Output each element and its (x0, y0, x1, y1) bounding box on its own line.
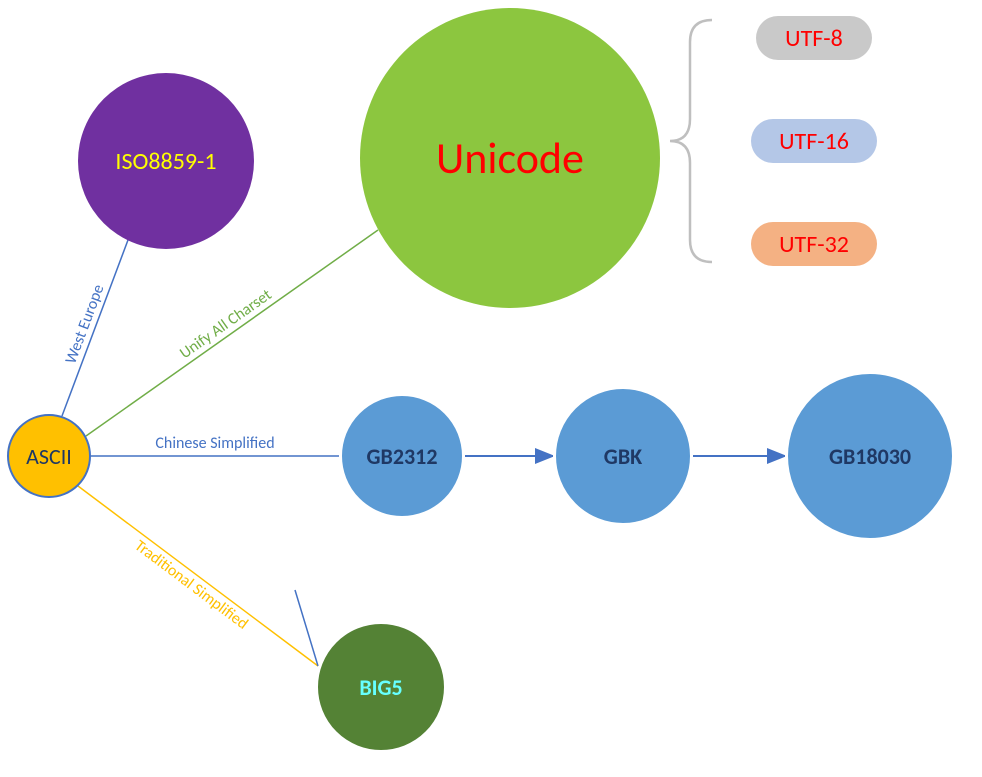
node-gbk: GBK (553, 386, 693, 526)
diagram-canvas: West Europe Unify All Charset Chinese Si… (0, 0, 982, 777)
pill-utf-8: UTF-8 (756, 16, 872, 60)
node-label: GBK (604, 443, 642, 470)
edge-label-traditional-simplified: Traditional Simplified (131, 536, 252, 633)
node-label: ISO8859-1 (115, 147, 216, 176)
node-gb18030: GB18030 (785, 371, 955, 541)
node-label: Unicode (436, 131, 584, 185)
edge-label-west-europe: West Europe (62, 282, 109, 366)
node-iso8859-1: ISO8859-1 (78, 73, 254, 249)
node-label: GB18030 (829, 443, 911, 470)
node-label: ASCII (26, 443, 72, 470)
node-label: GB2312 (367, 443, 438, 470)
edge-ascii-big5 (78, 486, 318, 666)
node-big5: BIG5 (315, 621, 447, 753)
pill-label: UTF-16 (779, 127, 849, 156)
node-ascii: ASCII (7, 414, 91, 498)
pill-utf-16: UTF-16 (751, 119, 877, 163)
edge-big5-stub (295, 590, 318, 666)
node-unicode: Unicode (360, 8, 660, 308)
edge-ascii-unicode (86, 230, 378, 436)
node-gb2312: GB2312 (339, 393, 465, 519)
edge-label-chinese-simplified: Chinese Simplified (155, 434, 274, 453)
pill-label: UTF-8 (785, 24, 843, 53)
pill-utf-32: UTF-32 (751, 222, 877, 266)
edge-ascii-iso8859 (62, 240, 128, 416)
brace (670, 20, 712, 262)
pill-label: UTF-32 (779, 230, 849, 259)
node-label: BIG5 (359, 674, 402, 701)
edge-label-unify-all-charset: Unify All Charset (176, 285, 276, 363)
